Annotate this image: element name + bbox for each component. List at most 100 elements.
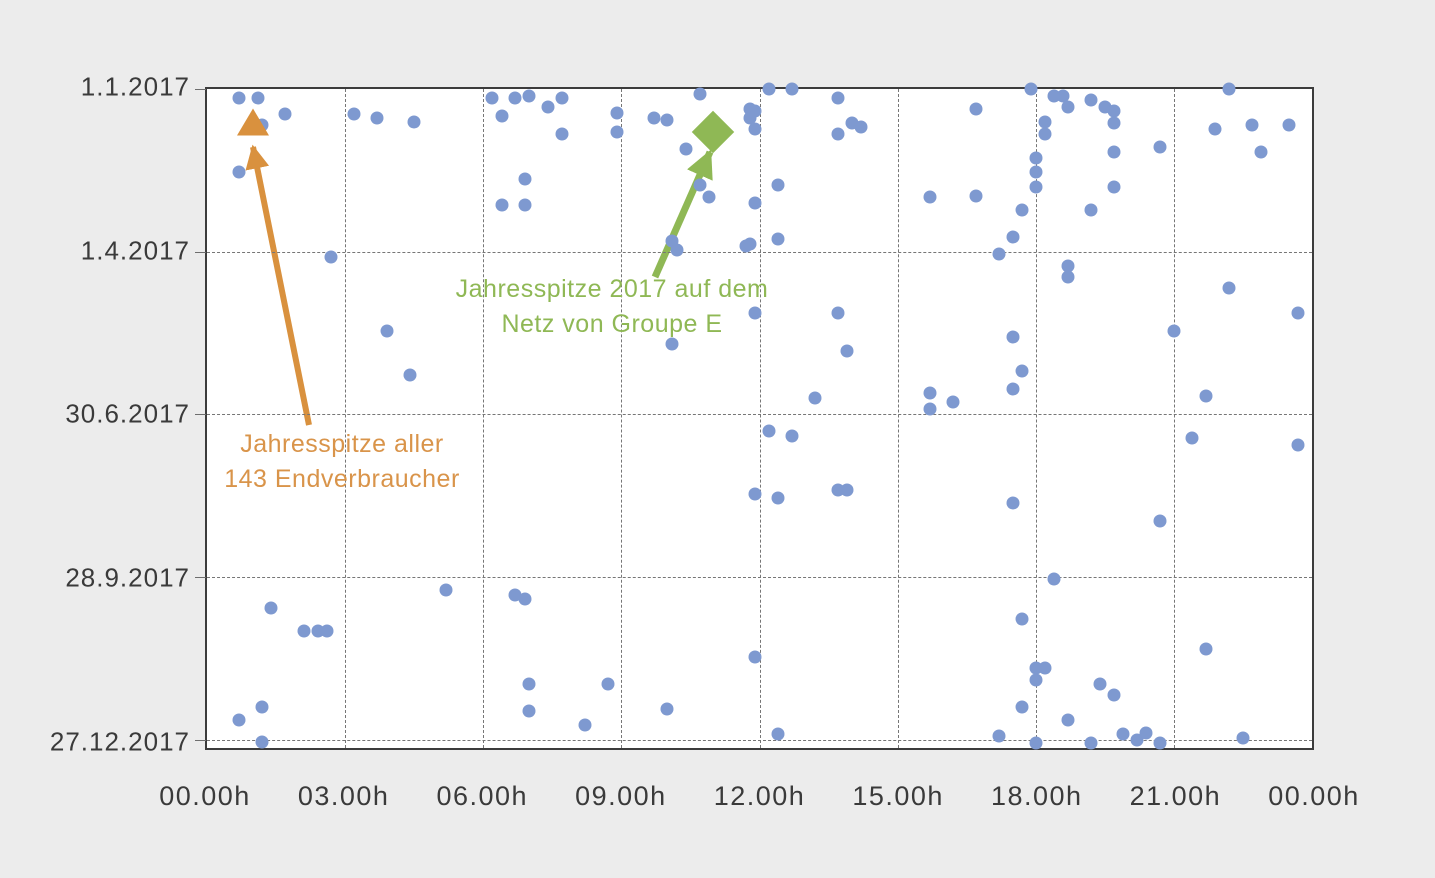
scatter-point	[495, 109, 509, 123]
x-axis-tick-label: 06.00h	[436, 781, 529, 811]
scatter-point	[785, 82, 799, 96]
scatter-point	[495, 198, 509, 212]
scatter-point	[771, 491, 785, 505]
scatter-point	[1236, 731, 1250, 745]
consumer-peak-arrow	[245, 144, 312, 426]
scatter-point	[518, 172, 532, 186]
annotation-grid-peak-line2: Netz von Groupe E	[501, 310, 723, 338]
scatter-point	[1038, 661, 1052, 675]
plot-area	[195, 82, 1314, 750]
scatter-point	[403, 368, 417, 382]
x-axis-tick-label: 03.00h	[297, 781, 390, 811]
grid-peak-arrow	[651, 149, 714, 279]
scatter-point	[771, 727, 785, 741]
x-axis-tick-label: 12.00h	[713, 781, 806, 811]
y-axis-tick-label: 1.1.2017	[80, 71, 190, 102]
scatter-point	[1061, 270, 1075, 284]
scatter-point	[1038, 115, 1052, 129]
annotation-consumer-peak: Jahresspitze aller 143 Endverbraucher	[224, 427, 460, 497]
scatter-point	[1029, 180, 1043, 194]
x-axis-tick-label: 00.00h	[159, 781, 251, 811]
scatter-point	[992, 247, 1006, 261]
y-axis-tick	[195, 251, 206, 253]
scatter-point	[762, 82, 776, 96]
scatter-point	[1006, 496, 1020, 510]
scatter-point	[969, 189, 983, 203]
scatter-point	[522, 704, 536, 718]
scatter-point	[665, 337, 679, 351]
vertical-gridline	[759, 89, 761, 748]
scatter-point	[1107, 688, 1121, 702]
scatter-point	[232, 165, 246, 179]
scatter-point	[1006, 230, 1020, 244]
y-axis-tick-label: 27.12.2017	[49, 726, 190, 757]
scatter-point	[541, 100, 555, 114]
scatter-point	[370, 111, 384, 125]
scatter-point	[1084, 736, 1098, 750]
scatter-point	[831, 91, 845, 105]
scatter-point	[1006, 330, 1020, 344]
scatter-point	[647, 111, 661, 125]
horizontal-gridline	[207, 414, 1312, 416]
scatter-point	[1208, 122, 1222, 136]
scatter-point	[610, 125, 624, 139]
scatter-point	[1222, 281, 1236, 295]
scatter-point	[923, 190, 937, 204]
scatter-point	[407, 115, 421, 129]
y-axis-tick-label: 28.9.2017	[65, 562, 190, 593]
scatter-point	[923, 402, 937, 416]
scatter-point	[743, 111, 757, 125]
scatter-point	[1015, 612, 1029, 626]
scatter-point	[1245, 118, 1259, 132]
vertical-gridline	[483, 89, 485, 748]
vertical-gridline	[621, 89, 623, 748]
y-axis-tick-label: 1.4.2017	[80, 235, 190, 266]
scatter-point	[1291, 438, 1305, 452]
scatter-point	[748, 650, 762, 664]
scatter-point	[693, 178, 707, 192]
scatter-point	[785, 429, 799, 443]
scatter-point	[555, 127, 569, 141]
scatter-point	[1093, 677, 1107, 691]
horizontal-gridline	[207, 251, 1312, 253]
scatter-point	[660, 113, 674, 127]
scatter-point	[1167, 324, 1181, 338]
scatter-point	[1222, 82, 1236, 96]
scatter-point	[1084, 93, 1098, 107]
scatter-point	[264, 601, 278, 615]
scatter-point	[1038, 127, 1052, 141]
scatter-point	[1199, 389, 1213, 403]
scatter-point	[232, 91, 246, 105]
annotation-consumer-peak-line1: Jahresspitze aller	[240, 430, 444, 458]
x-axis-tick-label: 09.00h	[575, 781, 667, 811]
scatter-point	[1107, 104, 1121, 118]
scatter-point	[522, 677, 536, 691]
annotation-grid-peak: Jahresspitze 2017 auf dem Netz von Group…	[456, 272, 769, 342]
scatter-point	[1291, 306, 1305, 320]
scatter-point	[1107, 145, 1121, 159]
annotation-consumer-peak-line2: 143 Endverbraucher	[224, 465, 460, 493]
scatter-point	[992, 729, 1006, 743]
vertical-gridline	[345, 89, 347, 748]
scatter-point	[232, 713, 246, 727]
scatter-point	[670, 243, 684, 257]
scatter-point	[251, 91, 265, 105]
scatter-point	[255, 700, 269, 714]
scatter-point	[748, 122, 762, 136]
scatter-point	[518, 198, 532, 212]
scatter-point	[1029, 736, 1043, 750]
consumer-peak-triangle-marker	[237, 108, 270, 136]
x-axis-tick-label: 21.00h	[1129, 781, 1222, 811]
scatter-point	[518, 592, 532, 606]
scatter-point	[1015, 700, 1029, 714]
scatter-point	[1254, 145, 1268, 159]
scatter-point	[1107, 116, 1121, 130]
scatter-point	[601, 677, 615, 691]
y-axis-tick	[195, 414, 206, 416]
scatter-point	[808, 391, 822, 405]
scatter-point	[762, 424, 776, 438]
scatter-point	[840, 344, 854, 358]
scatter-point	[854, 120, 868, 134]
scatter-point	[1024, 82, 1038, 96]
